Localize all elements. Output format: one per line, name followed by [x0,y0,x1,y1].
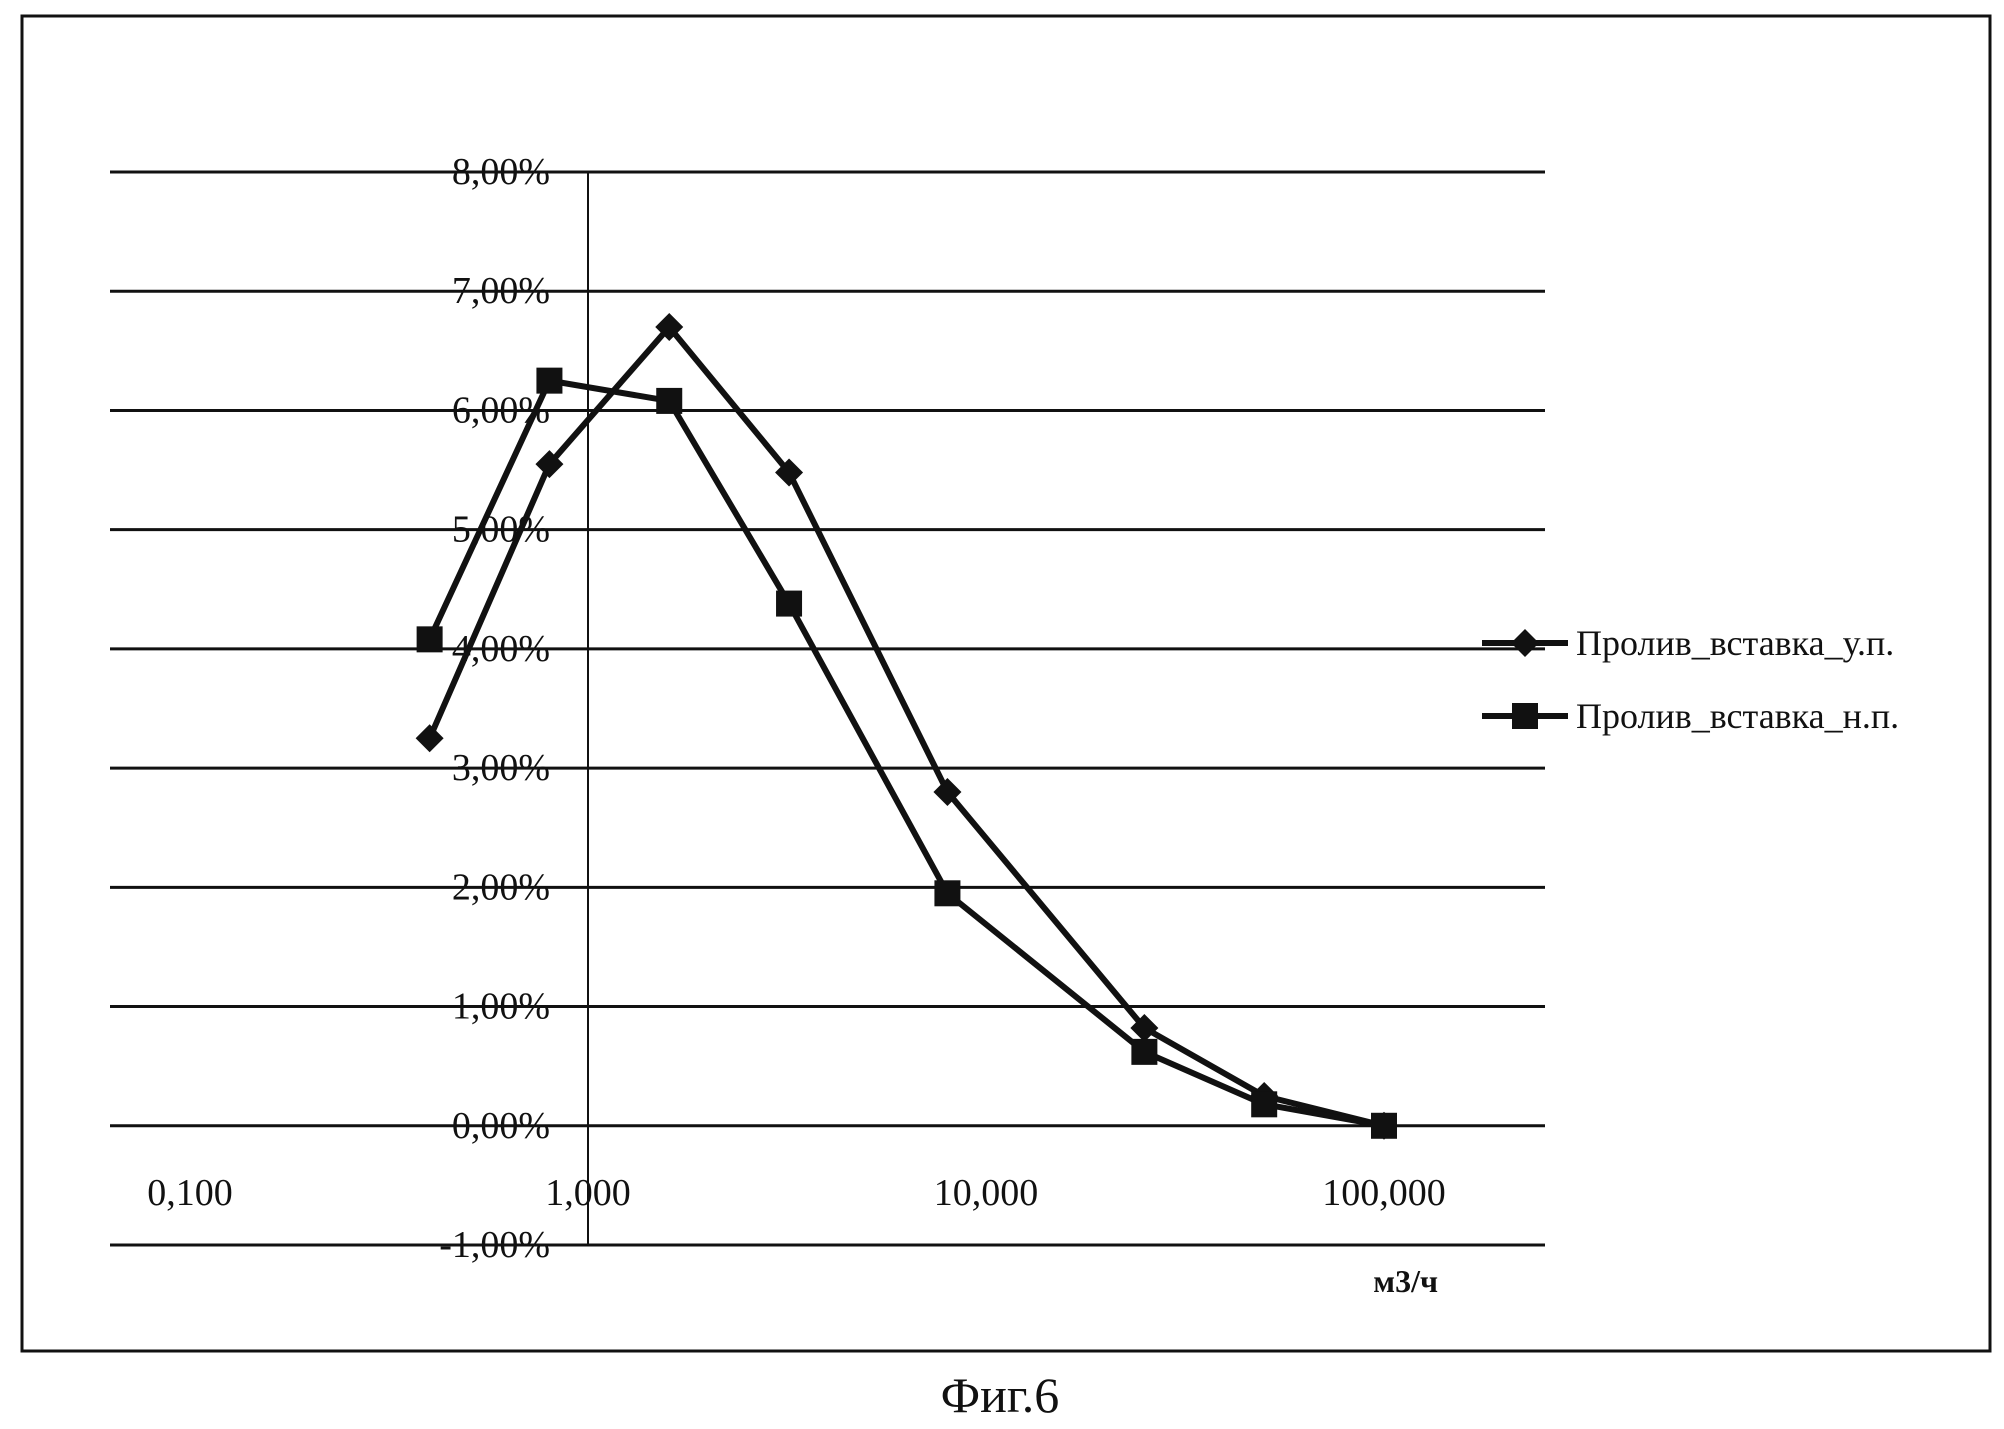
x-tick-label-2: 10,000 [934,1172,1039,1214]
series-1-point-5 [1131,1039,1157,1065]
series-1-point-6 [1251,1091,1277,1117]
legend: Пролив_вставка_у.п. Пролив_вставка_н.п. [1482,623,1899,736]
series-1-point-7 [1371,1113,1397,1139]
y-tick-label-4: 3,00% [452,747,550,789]
y-tick-label-1: 0,00% [452,1105,550,1147]
legend-marker-1 [1512,703,1538,729]
series-0 [416,313,1398,1140]
series-1-point-0 [417,626,443,652]
y-tick-label-9: 8,00% [452,151,550,193]
y-tick-labels: -1,00%0,00%1,00%2,00%3,00%4,00%5,00%6,00… [439,151,550,1266]
series-1-point-3 [776,591,802,617]
y-tick-label-2: 1,00% [452,986,550,1028]
y-tick-label-6: 5,00% [452,509,550,551]
series-1 [417,368,1397,1139]
y-tick-label-3: 2,00% [452,866,550,908]
series-0-point-0 [416,724,444,752]
chart-border [22,16,1990,1351]
series-1-line [430,381,1384,1126]
x-tick-labels: 0,100 1,000 10,000 100,000 [147,1172,1446,1214]
series-1-point-4 [934,880,960,906]
grid [110,172,1545,1245]
series [416,313,1398,1140]
series-1-point-1 [536,368,562,394]
figure-caption: Фиг.6 [941,1367,1060,1423]
y-tick-label-8: 7,00% [452,270,550,312]
x-tick-label-0: 0,100 [147,1172,233,1214]
y-tick-label-0: -1,00% [439,1224,550,1266]
legend-label-1: Пролив_вставка_н.п. [1576,696,1899,736]
legend-label-0: Пролив_вставка_у.п. [1576,623,1894,663]
legend-marker-0 [1511,629,1539,657]
x-tick-label-1: 1,000 [545,1172,631,1214]
x-axis-unit-label: м3/ч [1373,1263,1438,1299]
series-1-point-2 [656,388,682,414]
x-tick-label-3: 100,000 [1322,1172,1446,1214]
